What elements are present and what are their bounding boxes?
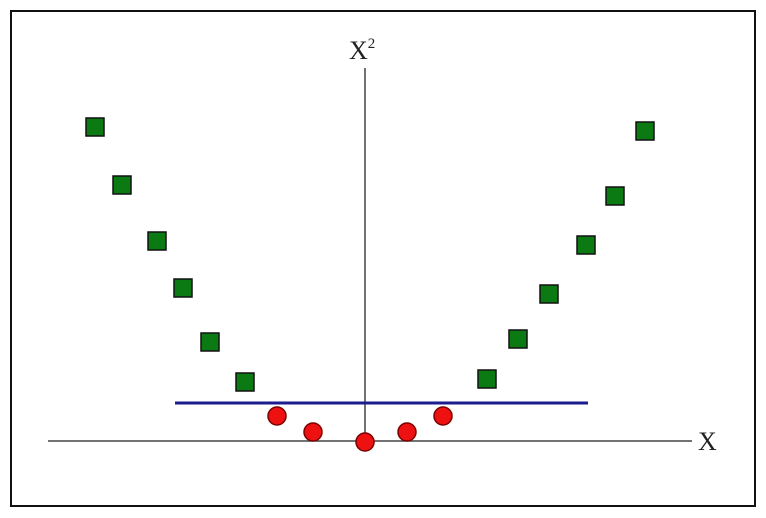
y-axis-label: X2 xyxy=(349,36,375,65)
y-axis-label-base: X xyxy=(349,36,368,65)
green-square xyxy=(477,369,497,389)
x-axis-label: X xyxy=(698,427,717,456)
red-circle xyxy=(267,406,287,426)
frame xyxy=(10,10,756,507)
green-square xyxy=(85,117,105,137)
green-square xyxy=(576,235,596,255)
red-circle xyxy=(355,432,375,452)
green-square xyxy=(235,372,255,392)
green-square xyxy=(539,284,559,304)
red-circle xyxy=(397,422,417,442)
green-square xyxy=(635,121,655,141)
red-points xyxy=(267,406,453,452)
green-square xyxy=(112,175,132,195)
red-circle xyxy=(303,422,323,442)
green-square xyxy=(200,332,220,352)
green-square xyxy=(605,186,625,206)
red-circle xyxy=(433,406,453,426)
green-square xyxy=(147,231,167,251)
green-points xyxy=(85,117,655,392)
y-axis-label-superscript: 2 xyxy=(368,36,376,52)
green-square xyxy=(508,329,528,349)
green-square xyxy=(173,278,193,298)
